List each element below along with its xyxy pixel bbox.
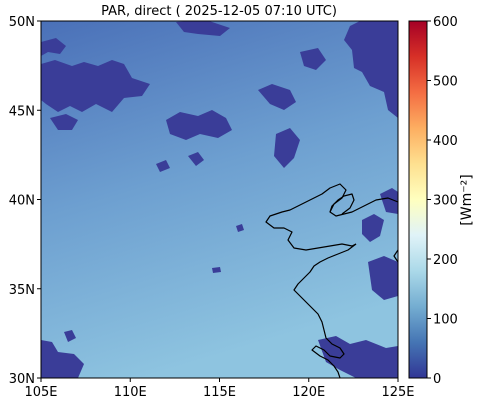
y-tick-label: 30N [9,372,35,387]
cloud-patch-northwest [41,60,150,112]
map-panel [41,21,398,378]
colorbar-label: [Wm⁻²] [459,174,475,225]
coastline-shandong-south [293,243,357,378]
cloud-patch-northwest-3 [50,114,78,130]
cloud-patch-central [188,152,204,166]
colorbar-ticks: 0 100 200 300 400 500 600 [427,15,458,387]
cloud-patches [41,21,398,378]
coastlines [265,183,398,378]
colorbar-tick-label: 0 [433,372,441,387]
colorbar: 0 100 200 300 400 500 600 [Wm⁻²] [408,15,475,387]
cloud-patch-central-north [258,84,296,110]
cloud-patch-northeast [344,21,398,118]
x-tick-label: 120E [292,385,325,400]
x-tick-label: 110E [114,385,147,400]
coastline-bohai-liaodong [265,183,398,251]
y-tick-label: 40N [9,194,35,209]
cloud-patch-east-lower [368,256,398,300]
cloud-patch-west-2 [41,38,66,56]
cloud-patch-southwest [41,340,84,378]
coastline-liaodong-east [329,193,355,215]
x-axis-ticks: 105E 110E 115E 120E 125E [24,378,415,400]
coastline-korea-west [393,249,398,263]
colorbar-tick-label: 600 [433,15,458,30]
colorbar-tick-label: 500 [433,75,458,90]
cloud-patch-upper-mid [176,21,230,36]
cloud-patch-south-small [64,330,76,342]
y-axis-ticks: 30N 35N 40N 45N 50N [9,15,41,387]
cloud-patch-upper-east [300,48,326,70]
cloud-patch-mid-east [274,128,300,168]
cloud-patch-east-mid [380,188,398,214]
x-tick-label: 115E [203,385,236,400]
map-title: PAR, direct ( 2025-12-05 07:10 UTC) [101,4,337,19]
cloud-patch-east-coast [362,214,384,242]
cloud-patch-mid [166,110,232,140]
y-tick-label: 35N [9,283,35,298]
cloud-patch-small-1 [212,267,221,273]
colorbar-tick-label: 400 [433,134,458,149]
y-tick-label: 50N [9,15,35,30]
cloud-patch-central-2 [156,160,170,172]
cloud-patch-small-2 [236,224,244,232]
x-tick-label: 105E [24,385,57,400]
colorbar-fill [409,21,427,378]
colorbar-tick-label: 100 [433,313,458,328]
y-tick-label: 45N [9,104,35,119]
colorbar-tick-label: 300 [433,194,458,209]
x-tick-label: 125E [381,385,414,400]
colorbar-tick-label: 200 [433,253,458,268]
